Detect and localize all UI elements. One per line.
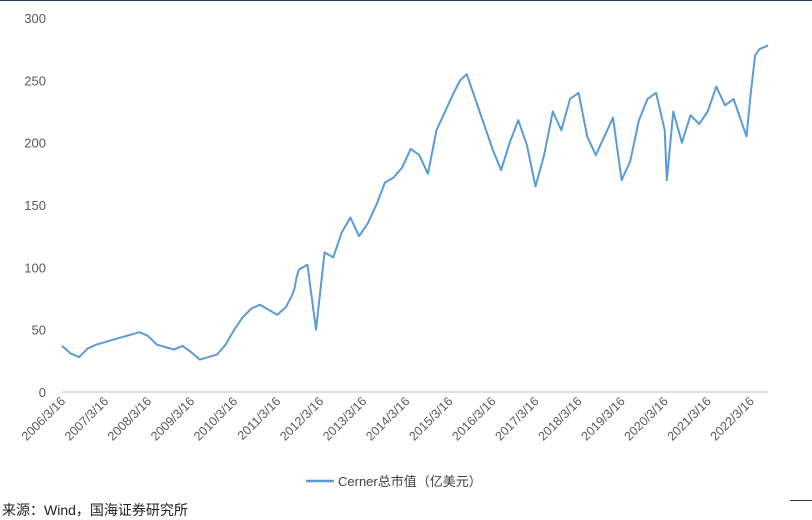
x-tick-label: 2006/3/16: [19, 394, 68, 443]
x-tick-label: 2011/3/16: [235, 394, 284, 443]
series-line-0: [61, 44, 769, 361]
series-layer: [61, 44, 769, 361]
y-tick-label: 0: [39, 385, 46, 400]
x-tick-label: 2022/3/16: [708, 394, 757, 443]
x-tick-label: 2016/3/16: [449, 394, 498, 443]
x-tick-label: 2009/3/16: [148, 394, 197, 443]
y-tick-label: 250: [24, 73, 46, 88]
x-tick-label: 2008/3/16: [105, 394, 154, 443]
x-tick-label: 2017/3/16: [492, 394, 541, 443]
y-tick-label: 50: [32, 323, 46, 338]
source-caption: 来源：Wind，国海证券研究所: [2, 502, 188, 518]
legend: Cerner总市值（亿美元）: [306, 474, 482, 489]
x-tick-label: 2010/3/16: [191, 394, 240, 443]
top-border-line: [0, 0, 812, 1]
x-tick-label: 2015/3/16: [406, 394, 455, 443]
x-tick-label: 2013/3/16: [320, 394, 369, 443]
y-tick-label: 200: [24, 136, 46, 151]
x-tick-label: 2018/3/16: [535, 394, 584, 443]
x-axis: 2006/3/162007/3/162008/3/162009/3/162010…: [19, 394, 757, 443]
y-tick-label: 100: [24, 260, 46, 275]
x-tick-label: 2021/3/16: [665, 394, 714, 443]
legend-label: Cerner总市值（亿美元）: [338, 474, 482, 489]
x-tick-label: 2012/3/16: [277, 394, 326, 443]
y-tick-label: 300: [24, 11, 46, 26]
bottom-right-rule: [790, 500, 812, 501]
x-tick-label: 2020/3/16: [622, 394, 671, 443]
x-tick-label: 2019/3/16: [579, 394, 628, 443]
x-tick-label: 2007/3/16: [62, 394, 111, 443]
y-tick-label: 150: [24, 198, 46, 213]
x-tick-label: 2014/3/16: [363, 394, 412, 443]
y-axis: 0 50 100 150 200 250 300: [24, 11, 46, 400]
